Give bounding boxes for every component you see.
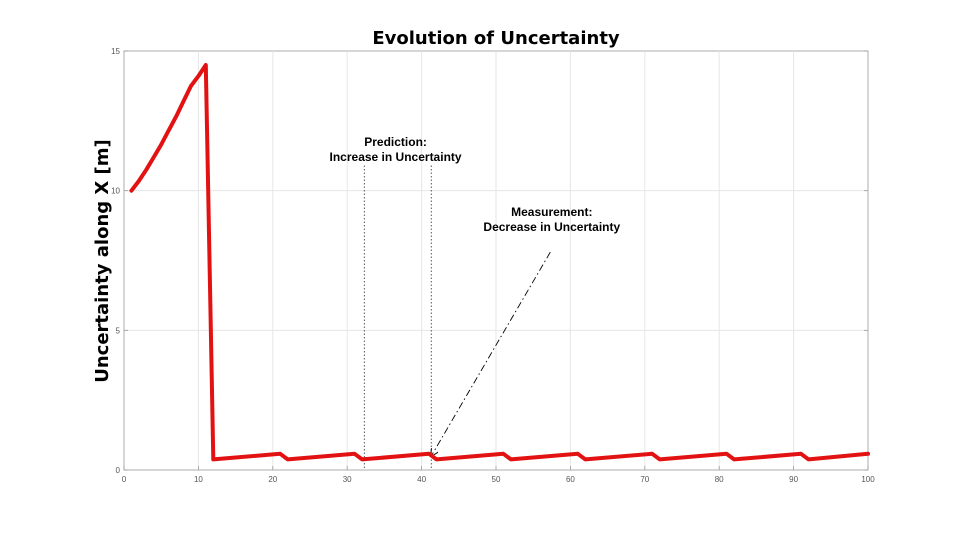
series-layer [129,63,870,462]
grid-lines [124,51,868,470]
annotation-arrow [431,251,551,456]
x-tick-label: 60 [566,475,575,484]
x-tick-label: 90 [789,475,798,484]
tick-labels: 0 10 20 30 40 50 60 70 80 90 100 0 5 10 15 [111,47,875,484]
x-tick-label: 20 [268,475,277,484]
annotation-prediction-line: Increase in Uncertainty [330,150,462,164]
y-tick-label: 5 [116,326,121,335]
annotation-measurement-line: Decrease in Uncertainty [483,220,620,234]
series-line [129,63,870,462]
annotations: Prediction:Increase in Uncertainty Measur… [330,135,620,470]
x-tick-label: 10 [194,475,203,484]
y-tick-label: 15 [111,47,120,56]
x-tick-label: 30 [343,475,352,484]
x-tick-label: 40 [417,475,426,484]
x-tick-label: 80 [715,475,724,484]
x-tick-label: 100 [861,475,875,484]
x-tick-label: 50 [492,475,501,484]
x-tick-label: 0 [122,475,127,484]
y-tick-label: 0 [116,466,121,475]
annotation-measurement-line: Measurement: [511,205,592,219]
y-axis-label: Uncertainty along X [m] [92,139,113,383]
chart-title: Evolution of Uncertainty [372,28,620,49]
x-tick-label: 70 [640,475,649,484]
annotation-prediction-line: Prediction: [364,135,427,149]
y-tick-label: 10 [111,187,120,196]
